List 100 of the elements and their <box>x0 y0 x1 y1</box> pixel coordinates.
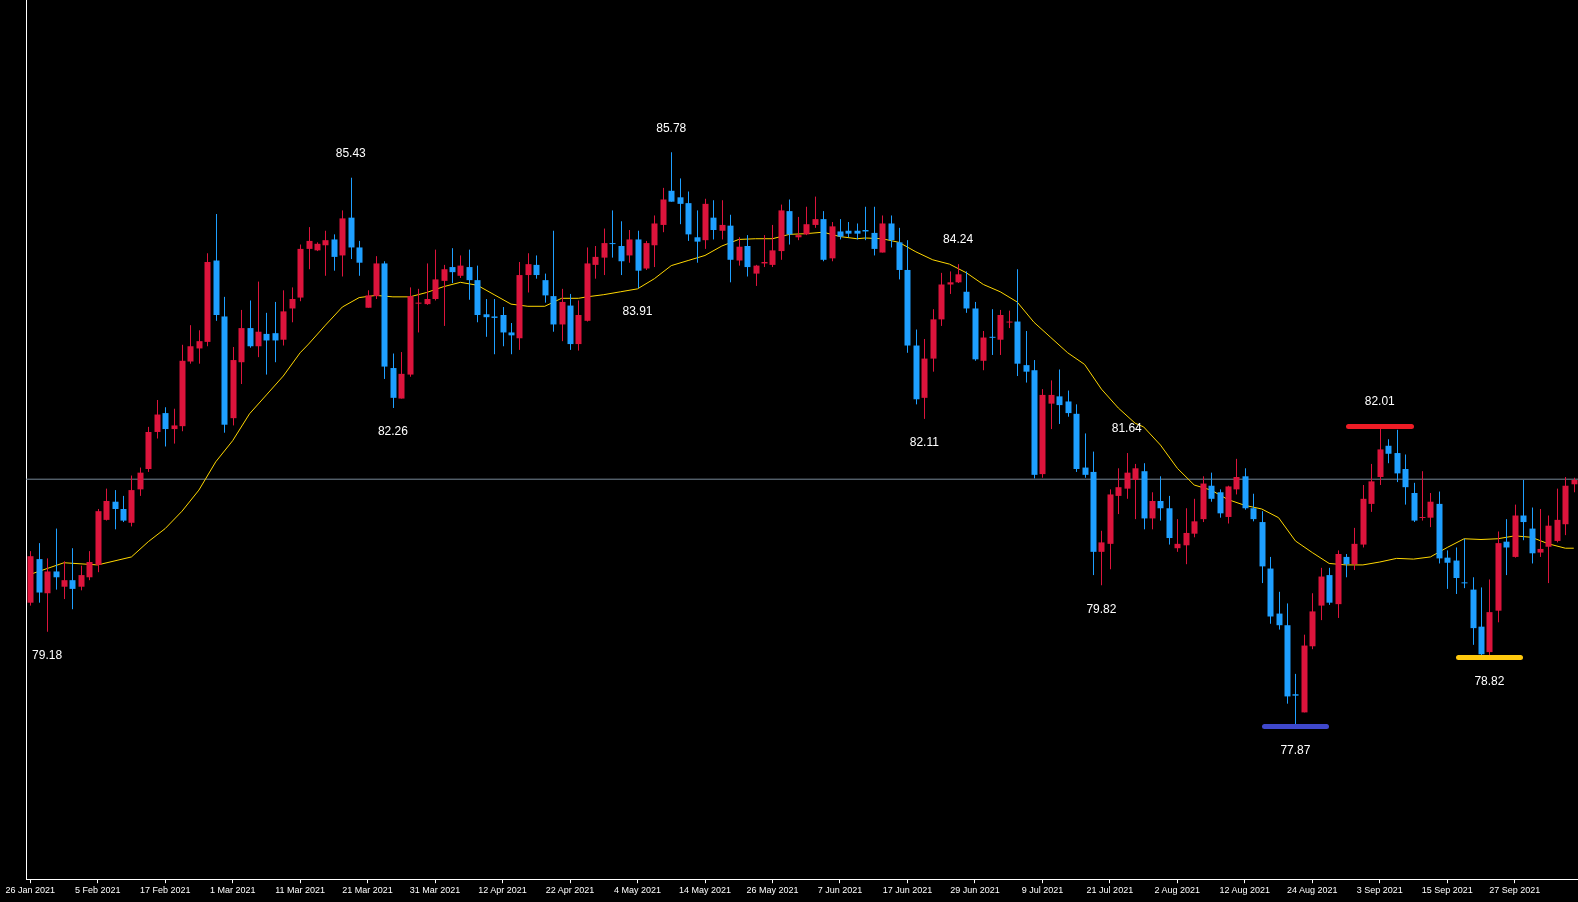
x-tick-label: 1 Mar 2021 <box>209 885 256 896</box>
candlestick <box>483 298 490 338</box>
x-tick-label: 22 Apr 2021 <box>545 885 595 896</box>
candlestick <box>1098 530 1105 586</box>
candlestick <box>736 236 743 267</box>
candlestick <box>1368 463 1375 513</box>
candlestick <box>871 206 878 256</box>
annotation: 77.87 <box>1280 743 1311 758</box>
candlestick <box>888 214 895 248</box>
candlestick <box>61 560 68 600</box>
candlestick <box>677 177 684 225</box>
candlestick <box>356 240 363 277</box>
candlestick <box>795 216 802 241</box>
candlestick <box>1545 515 1552 584</box>
x-tick-label: 9 Jul 2021 <box>1021 885 1064 896</box>
candlestick <box>609 209 616 259</box>
candlestick <box>500 306 507 347</box>
candlestick <box>744 234 751 278</box>
candlestick <box>1124 452 1131 500</box>
annotation: 83.91 <box>622 304 653 319</box>
candlestick <box>415 288 422 333</box>
candlestick <box>86 550 93 581</box>
candlestick <box>1419 470 1426 522</box>
x-tick-label: 17 Feb 2021 <box>139 885 191 896</box>
candlestick <box>525 252 532 293</box>
candlestick <box>69 547 76 610</box>
annotation: 79.18 <box>32 648 63 663</box>
candlestick <box>1217 488 1224 519</box>
candlestick <box>963 270 970 314</box>
annotation: 78.82 <box>1474 674 1505 689</box>
candlestick <box>120 495 127 523</box>
annotation: 84.24 <box>943 232 974 247</box>
x-tick-label: 4 May 2021 <box>614 885 662 896</box>
candlestick <box>651 214 658 268</box>
candlestick <box>1453 546 1460 595</box>
candlestick <box>533 254 540 280</box>
annotation: 82.01 <box>1364 394 1396 409</box>
candlestick <box>1023 330 1030 384</box>
candlestick <box>1343 553 1350 578</box>
candlestick <box>103 488 110 522</box>
candlestick <box>1276 591 1283 631</box>
candlestick <box>78 565 85 591</box>
candlestick <box>769 224 776 268</box>
candlestick <box>1554 488 1561 543</box>
candlestick <box>449 247 456 284</box>
x-tick-label: 11 Mar 2021 <box>275 885 326 896</box>
candlestick <box>1115 467 1122 515</box>
annotation: 82.11 <box>909 435 940 450</box>
candlestick <box>618 220 625 276</box>
candlestick <box>753 264 760 287</box>
candlestick <box>255 281 262 358</box>
candlestick <box>441 264 448 327</box>
candlestick <box>154 399 161 440</box>
candlestick <box>559 288 566 342</box>
candlestick <box>331 233 338 272</box>
x-tick-label: 27 Sep 2021 <box>1489 885 1541 896</box>
candlestick <box>1157 475 1164 522</box>
x-tick-label: 12 Apr 2021 <box>478 885 527 896</box>
x-tick-label: 24 Aug 2021 <box>1287 885 1338 896</box>
candlestick <box>1427 492 1434 528</box>
candlestick <box>44 557 51 633</box>
candlestick <box>955 263 962 284</box>
candlestick <box>457 254 464 279</box>
candlestick <box>1149 491 1156 530</box>
candlestick <box>1520 479 1527 541</box>
candlestick <box>112 489 119 530</box>
candlestick <box>491 298 498 355</box>
candlestick <box>1048 379 1055 430</box>
candlestick <box>247 299 254 349</box>
annotation: 85.43 <box>335 146 367 161</box>
candlestick <box>466 249 473 301</box>
candlestick <box>668 151 675 203</box>
candlestick <box>424 262 431 306</box>
candlestick <box>601 228 608 276</box>
candlestick <box>171 408 178 445</box>
candlestick <box>803 206 810 236</box>
x-tick-label: 21 Mar 2021 <box>342 885 393 896</box>
candlestick <box>837 218 844 240</box>
candlestick <box>719 199 726 240</box>
candlestick <box>694 209 701 264</box>
candlestick <box>626 229 633 264</box>
candlestick <box>1351 527 1358 571</box>
candlestick <box>1183 507 1190 565</box>
annotation: 82.26 <box>377 424 409 439</box>
candlestick <box>592 245 599 280</box>
x-tick-label: 21 Jul 2021 <box>1086 885 1134 896</box>
candlestick <box>162 406 169 447</box>
candlestick <box>1056 369 1063 425</box>
candlestick <box>1132 463 1139 520</box>
candlestick <box>989 308 996 356</box>
candlestick <box>272 301 279 363</box>
candlestick <box>137 467 144 497</box>
candlestick <box>187 324 194 365</box>
candlestick <box>1191 498 1198 538</box>
x-tick-label: 26 Jan 2021 <box>5 885 55 896</box>
candlestick <box>432 249 439 301</box>
candlestick <box>53 528 60 591</box>
candlestick <box>1394 429 1401 483</box>
candlestick <box>1174 518 1181 553</box>
candlestick <box>786 199 793 246</box>
